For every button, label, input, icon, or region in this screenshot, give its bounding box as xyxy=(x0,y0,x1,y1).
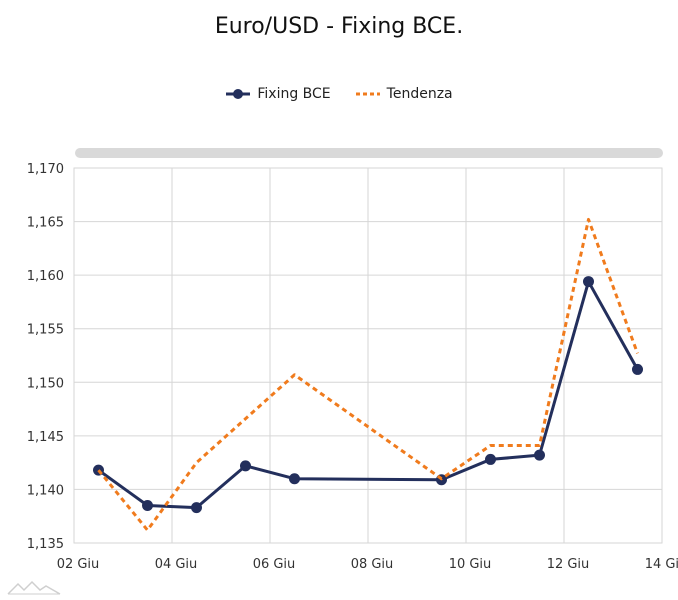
legend-label-tendenza: Tendenza xyxy=(386,86,453,102)
y-tick-label: 1,160 xyxy=(27,269,64,284)
x-axis: 02 Giu 04 Giu 06 Giu 08 Giu 10 Giu 12 Giu 14 G… xyxy=(57,557,678,572)
y-tick-label: 1,145 xyxy=(27,430,64,445)
legend-item-fixing[interactable]: Fixing BCE xyxy=(225,86,331,102)
y-tick-label: 1,135 xyxy=(27,537,64,552)
x-tick-label: 10 Giu xyxy=(449,557,492,572)
zoom-scrollbar[interactable] xyxy=(75,148,663,158)
y-tick-label: 1,165 xyxy=(27,216,64,231)
series-layer xyxy=(93,217,643,532)
data-point[interactable] xyxy=(191,502,202,514)
legend-marker-tendenza-icon xyxy=(355,92,380,96)
data-point[interactable] xyxy=(240,460,251,472)
data-point[interactable] xyxy=(632,363,643,375)
series-line-1 xyxy=(97,217,639,532)
legend-item-tendenza[interactable]: Tendenza xyxy=(355,86,453,102)
data-point[interactable] xyxy=(534,449,545,461)
x-tick-label: 02 Giu xyxy=(57,557,100,572)
x-tick-label: 04 Giu xyxy=(155,557,198,572)
y-tick-label: 1,140 xyxy=(27,483,64,498)
grid xyxy=(73,167,663,544)
series-line-0 xyxy=(97,280,639,510)
legend: Fixing BCE Tendenza xyxy=(0,86,678,102)
chart-logo-icon xyxy=(7,580,61,595)
data-point[interactable] xyxy=(583,276,594,288)
data-point[interactable] xyxy=(142,500,153,511)
y-tick-label: 1,150 xyxy=(27,376,64,391)
x-tick-label: 08 Giu xyxy=(351,557,394,572)
x-tick-label: 14 Giu xyxy=(645,557,678,572)
x-tick-label: 12 Giu xyxy=(547,557,590,572)
data-point[interactable] xyxy=(485,453,496,465)
y-axis: 1,170 1,165 1,160 1,155 1,150 1,145 1,140 1,135 xyxy=(27,162,64,552)
y-tick-label: 1,170 xyxy=(27,162,64,177)
legend-marker-fixing-icon xyxy=(226,89,251,99)
x-tick-label: 06 Giu xyxy=(253,557,296,572)
y-tick-label: 1,155 xyxy=(27,323,64,338)
data-point[interactable] xyxy=(289,473,300,485)
legend-label-fixing: Fixing BCE xyxy=(257,86,331,102)
chart-title: Euro/USD - Fixing BCE. xyxy=(214,14,464,39)
